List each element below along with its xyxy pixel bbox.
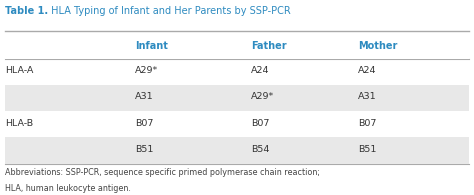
Text: B07: B07 <box>358 119 376 128</box>
Text: HLA Typing of Infant and Her Parents by SSP-PCR: HLA Typing of Infant and Her Parents by … <box>48 6 291 16</box>
Text: Infant: Infant <box>135 41 168 51</box>
Text: B07: B07 <box>135 119 154 128</box>
Text: A31: A31 <box>135 92 154 101</box>
Text: B07: B07 <box>251 119 270 128</box>
Text: B51: B51 <box>135 145 154 154</box>
Text: Abbreviations: SSP-PCR, sequence specific primed polymerase chain reaction;: Abbreviations: SSP-PCR, sequence specifi… <box>5 168 320 177</box>
Text: Father: Father <box>251 41 287 51</box>
Text: A29*: A29* <box>251 92 274 101</box>
Text: Mother: Mother <box>358 41 397 51</box>
Text: A31: A31 <box>358 92 376 101</box>
Text: HLA-A: HLA-A <box>5 66 33 75</box>
Text: HLA-B: HLA-B <box>5 119 33 128</box>
Text: B54: B54 <box>251 145 270 154</box>
Text: A24: A24 <box>358 66 376 75</box>
Text: Table 1.: Table 1. <box>5 6 48 16</box>
Text: HLA, human leukocyte antigen.: HLA, human leukocyte antigen. <box>5 184 131 193</box>
Text: A29*: A29* <box>135 66 158 75</box>
Text: B51: B51 <box>358 145 376 154</box>
Text: A24: A24 <box>251 66 270 75</box>
